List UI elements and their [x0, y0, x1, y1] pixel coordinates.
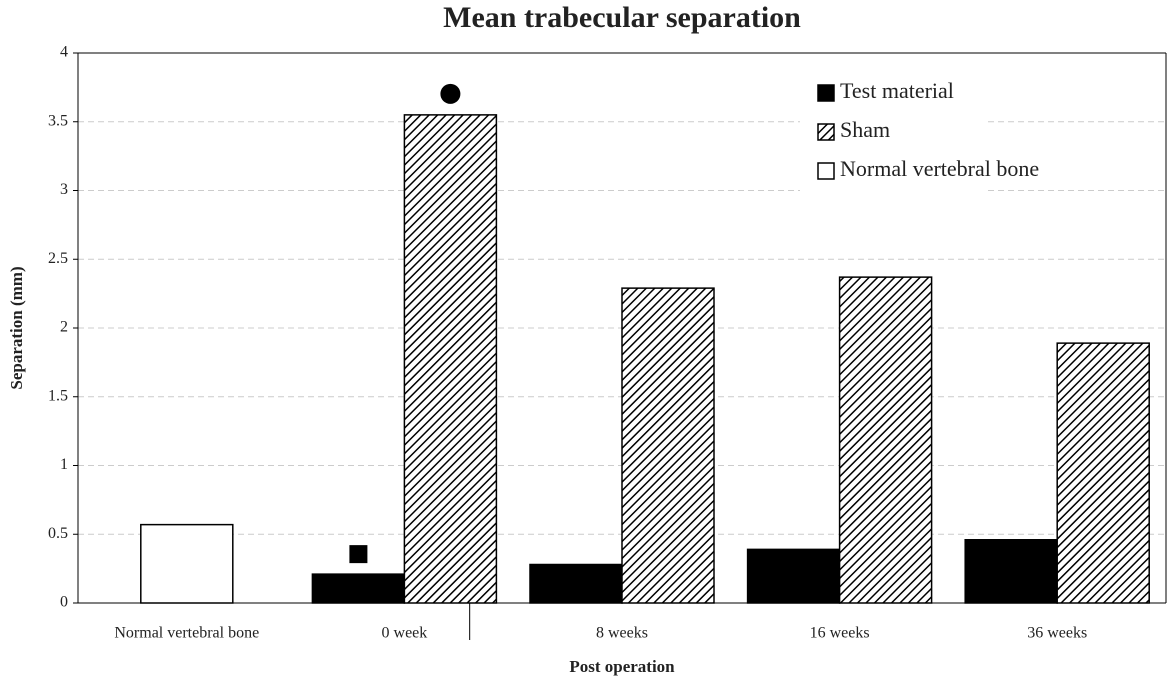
y-axis-label: Separation (mm) — [7, 266, 26, 389]
bar — [964, 539, 1058, 604]
y-tick-label: 2 — [60, 319, 68, 336]
y-tick-label: 1 — [60, 456, 68, 473]
bar — [746, 548, 841, 604]
y-tick-label: 0.5 — [48, 525, 68, 542]
legend-label: Sham — [840, 117, 890, 142]
x-tick-label: 0 week — [382, 625, 428, 642]
significance-square — [349, 545, 368, 564]
legend-swatch — [817, 84, 835, 102]
y-tick-label: 0 — [60, 594, 68, 611]
legend-swatch — [817, 162, 835, 180]
legend-swatch — [817, 123, 835, 141]
y-tick-label: 3 — [60, 181, 68, 198]
significance-circle — [440, 83, 461, 104]
y-tick-label: 4 — [60, 44, 68, 61]
bar — [1056, 342, 1150, 604]
bar — [838, 276, 933, 604]
legend-label: Test material — [840, 78, 954, 103]
x-tick-label: 36 weeks — [1027, 625, 1087, 642]
bar — [140, 523, 234, 604]
x-tick-label: 16 weeks — [810, 625, 870, 642]
legend: Test material Sham Normal vertebral bone — [800, 74, 1039, 192]
bar — [403, 114, 498, 604]
bar — [621, 287, 715, 604]
x-axis-label: Post operation — [569, 657, 675, 676]
chart-title: Mean trabecular separation — [443, 1, 801, 34]
y-tick-label: 1.5 — [48, 387, 68, 404]
y-tick-label: 2.5 — [48, 250, 68, 267]
bar — [529, 563, 623, 604]
x-tick-label: 8 weeks — [596, 625, 648, 642]
legend-label: Normal vertebral bone — [840, 156, 1039, 181]
x-tick-label: Normal vertebral bone — [114, 625, 259, 642]
y-tick-label: 3.5 — [48, 112, 68, 129]
bar — [311, 573, 406, 604]
